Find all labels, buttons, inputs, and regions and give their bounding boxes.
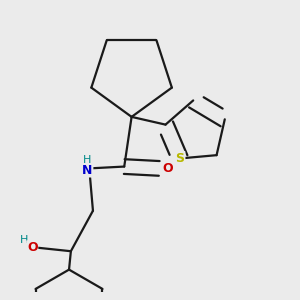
Text: H: H — [20, 235, 28, 245]
Text: H: H — [83, 154, 92, 165]
Text: S: S — [176, 152, 184, 165]
Text: O: O — [162, 162, 172, 175]
Text: O: O — [27, 241, 38, 254]
Text: N: N — [82, 164, 93, 177]
